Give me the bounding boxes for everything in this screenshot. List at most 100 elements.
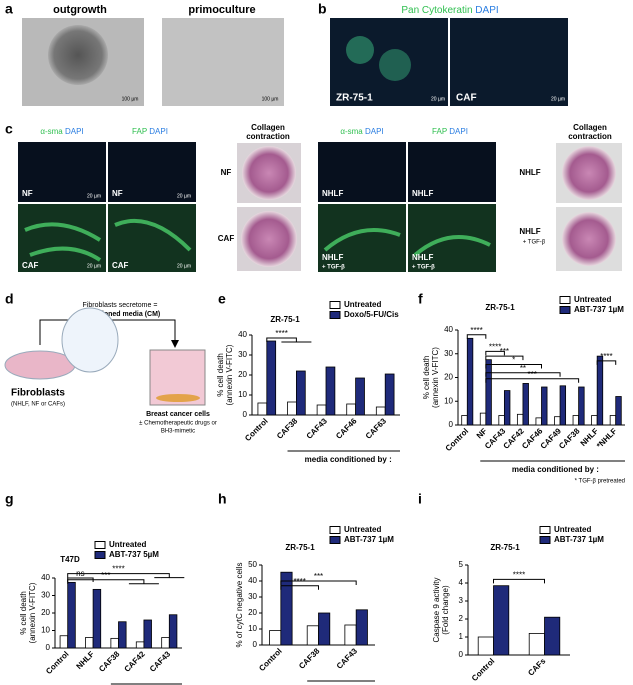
bar (325, 366, 336, 416)
significance-label: * (512, 356, 515, 365)
scale-bar: 20 µm (177, 263, 191, 269)
bar (596, 355, 604, 426)
scale-bar: 20 µm (551, 96, 565, 102)
panel-label: h (218, 491, 227, 507)
significance-label: **** (513, 571, 525, 580)
significance-label: **** (275, 329, 287, 338)
bar (92, 588, 102, 649)
significance-bracket (485, 350, 505, 356)
legend-swatch (94, 551, 106, 559)
legend-label: Untreated (344, 525, 381, 534)
bar (572, 415, 580, 426)
y-tick-label: 1 (459, 632, 464, 641)
legend-label: ABT-737 1µM (344, 535, 394, 544)
x-tick-label: Control (243, 417, 269, 443)
y-tick-label: 40 (248, 576, 257, 585)
bar (67, 581, 76, 649)
significance-bracket (485, 355, 524, 361)
legend-swatch (329, 301, 341, 309)
significance-label: **** (600, 352, 612, 361)
y-tick-label: 30 (238, 350, 247, 359)
image-label: NHLF (322, 253, 343, 262)
bar (554, 416, 561, 426)
y-tick-label: 20 (444, 373, 453, 382)
significance-bracket (280, 580, 357, 585)
stain: DAPI (365, 127, 384, 136)
x-tick-label: *NHLF (595, 426, 619, 450)
significance-label: **** (470, 326, 482, 335)
significance-label: *** (528, 370, 537, 379)
micrograph (318, 204, 406, 272)
bar (355, 609, 368, 646)
stain-title: α-sma DAPI (40, 127, 83, 136)
bar (477, 636, 494, 656)
micrograph (108, 204, 196, 272)
y-axis-label: (annexin V-FITC) (431, 347, 440, 408)
significance-bracket (67, 573, 185, 579)
legend-swatch (329, 526, 341, 534)
panel-label: a (5, 1, 13, 17)
x-tick-label: CAF42 (123, 649, 148, 674)
panel-label: b (318, 1, 327, 17)
bar (591, 415, 598, 426)
y-tick-label: 30 (248, 592, 257, 601)
micrograph (18, 142, 106, 202)
x-tick-label: Control (257, 647, 283, 673)
panel-label: e (218, 291, 226, 307)
significance-bracket (67, 579, 159, 585)
y-tick-label: 10 (238, 390, 247, 399)
stain: FAP (132, 127, 147, 136)
bar (143, 619, 152, 649)
bar (168, 614, 178, 649)
scale-bar: 100 µm (122, 96, 139, 102)
x-tick-label: CAF38 (97, 649, 122, 674)
legend-swatch (329, 311, 341, 319)
legend-label: ABT-737 1µM (554, 535, 604, 544)
x-tick-label: Control (44, 650, 70, 676)
y-tick-label: 0 (243, 410, 248, 419)
x-axis-label: media conditioned by : (512, 465, 599, 474)
y-tick-label: 5 (459, 560, 464, 569)
bar (257, 402, 268, 416)
image-label: NF (112, 189, 123, 198)
bar (485, 359, 492, 426)
bar (528, 633, 545, 656)
image-label: + TGF-β (322, 265, 345, 271)
x-tick-label: CAF43 (148, 649, 173, 674)
legend-swatch (94, 541, 106, 549)
y-axis-label: % cell death (422, 356, 431, 400)
image-label: NHLF (322, 189, 343, 198)
column-title: contraction (568, 132, 612, 141)
collagen-plate (562, 146, 616, 200)
row-label: NHLF (519, 168, 540, 177)
y-tick-label: 50 (248, 560, 257, 569)
collagen-plate (562, 212, 616, 266)
bar (609, 415, 617, 426)
y-tick-label: 30 (41, 591, 50, 600)
y-axis-label: % cell death (19, 591, 28, 635)
bar (522, 383, 529, 426)
significance-bracket (485, 363, 542, 369)
image-label: CAF (456, 93, 477, 104)
y-tick-label: 10 (248, 624, 257, 633)
bar (615, 396, 622, 426)
caption: BH3-mimetic (161, 429, 195, 435)
bar (375, 406, 386, 416)
bar (318, 612, 331, 646)
significance-bracket (266, 337, 312, 343)
bar (544, 616, 561, 656)
significance-label: *** (101, 571, 110, 580)
bar (266, 340, 277, 416)
stain: DAPI (475, 5, 498, 16)
chart-title: ZR-75-1 (485, 303, 515, 312)
column-title: Collagen (251, 123, 285, 132)
panel-label: c (5, 121, 13, 137)
bar (306, 625, 319, 646)
legend-swatch (559, 296, 571, 304)
bar (287, 401, 297, 416)
significance-label: *** (500, 347, 509, 356)
bar (161, 637, 170, 649)
caption: Conditioned media (CM) (80, 311, 161, 318)
micrograph (450, 18, 568, 106)
